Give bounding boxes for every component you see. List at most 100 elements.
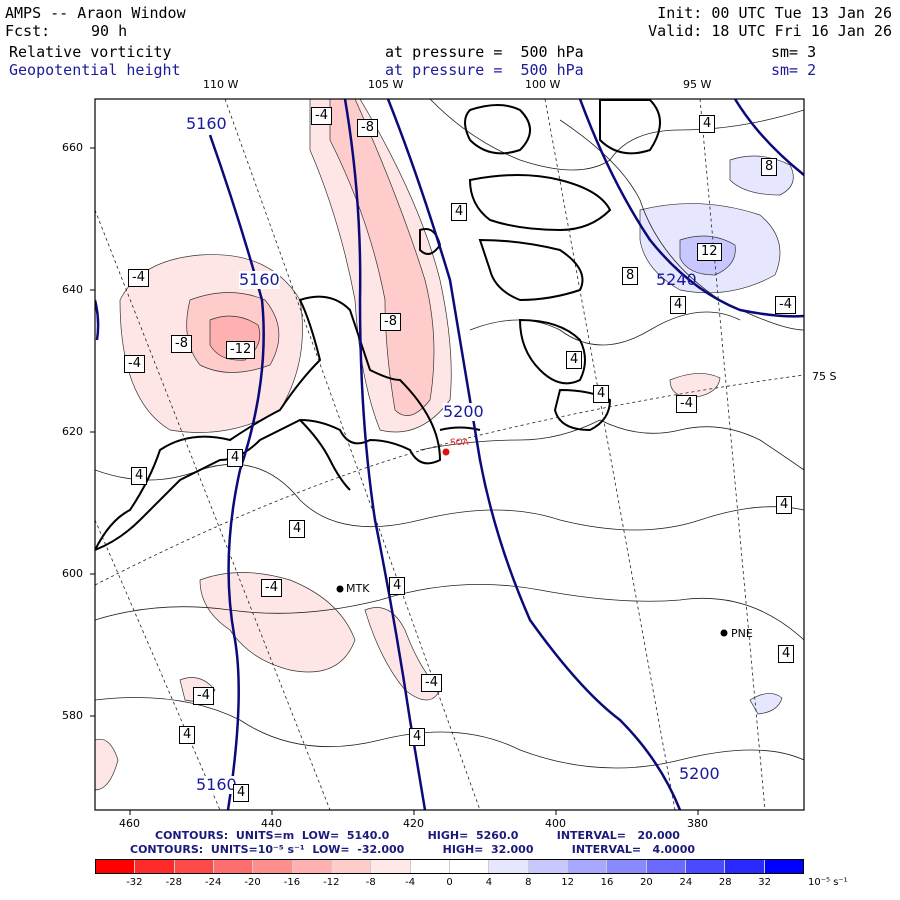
lat-label-75s: 75 S [812,370,837,383]
colorbar-swatch [567,860,608,873]
vort-label: 4 [389,577,406,595]
vort-label: 4 [233,784,250,802]
vort-label: -4 [128,269,149,287]
y-tick-580: 580 [62,709,83,722]
colorbar-tick-label: -4 [405,877,416,888]
colorbar [95,859,804,874]
height-label-5200-b: 5200 [679,764,720,783]
field2-pressure: at pressure = 500 hPa [385,61,584,79]
field2-smoothing: sm= 2 [771,61,817,79]
lon-label-105w: 105 W [368,78,404,91]
height-label-5160-a: 5160 [186,114,227,133]
colorbar-swatch [253,860,293,873]
colorbar-swatch [371,860,411,873]
colorbar-swatch [96,860,136,873]
vort-label: -8 [357,119,378,137]
colorbar-tick-label: -20 [244,877,261,888]
colorbar-tick-label: 16 [600,877,614,888]
colorbar-swatch [213,860,254,873]
vort-label: -12 [226,341,256,359]
station-soa-marker [442,448,450,456]
field2-name: Geopotential height [9,61,181,79]
x-tick-420: 420 [403,817,424,830]
vort-label: 4 [179,726,196,744]
vort-label: 4 [451,203,468,221]
vort-label: 4 [670,296,687,314]
height-label-5240: 5240 [656,270,697,289]
y-tick-660: 660 [62,141,83,154]
vort-label: 4 [227,449,244,467]
colorbar-tick-label: 24 [679,877,693,888]
vort-label: -4 [676,395,697,413]
vorticity-contours [95,99,804,769]
vort-label: -4 [261,579,282,597]
vort-label: 4 [776,496,793,514]
vort-label: -4 [193,687,214,705]
colorbar-swatch [174,860,214,873]
colorbar-swatch [725,860,765,873]
colorbar-swatch [489,860,529,873]
height-contours [95,99,804,810]
colorbar-tick-label: -8 [365,877,376,888]
valid-time: Valid: 18 UTC Fri 16 Jan 26 [648,22,892,40]
colorbar-tick-label: 0 [446,877,453,888]
vort-label: 4 [566,351,583,369]
colorbar-swatch [331,860,372,873]
colorbar-tick-label: -28 [165,877,182,888]
vort-label: 4 [778,645,795,663]
height-label-5160-c: 5160 [196,775,237,794]
colorbar-swatch [449,860,490,873]
vort-label: 12 [697,243,722,261]
colorbar-tick-label: -12 [323,877,340,888]
x-tick-380: 380 [687,817,708,830]
vort-label: 4 [593,385,610,403]
field1-name: Relative vorticity [9,43,172,61]
vort-label: 4 [131,467,148,485]
vort-label: -8 [380,313,401,331]
lat-lon-grid [95,99,804,810]
colorbar-tick-label: -32 [126,877,143,888]
colorbar-swatch [410,860,450,873]
vort-label: 4 [409,728,426,746]
station-pne-marker [720,629,728,637]
colorbar-swatch [135,860,175,873]
colorbar-tick-label: -24 [204,877,222,888]
colorbar-swatch [685,860,726,873]
vorticity-contour-info: CONTOURS: UNITS=10⁻⁵ s⁻¹ LOW= -32.000 HI… [130,843,696,856]
field1-pressure: at pressure = 500 hPa [385,43,584,61]
forecast-label: Fcst: [5,22,51,40]
colorbar-swatch [764,860,803,873]
y-tick-620: 620 [62,425,83,438]
window-title: AMPS -- Araon Window [5,4,186,22]
y-tick-640: 640 [62,283,83,296]
vort-label: -4 [311,107,332,125]
x-tick-440: 440 [261,817,282,830]
colorbar-swatch [528,860,568,873]
vort-label: 4 [289,520,306,538]
colorbar-tick-label: 4 [485,877,493,888]
height-label-5160-b: 5160 [239,270,280,289]
colorbar-swatch [607,860,647,873]
vort-label: 8 [761,158,778,176]
vort-label: 4 [699,115,716,133]
height-label-5200-a: 5200 [443,402,484,421]
x-tick-460: 460 [119,817,140,830]
colorbar-swatch [646,860,686,873]
plot-border [94,98,805,811]
station-pne-label: PNE [731,627,753,640]
lon-label-110w: 110 W [203,78,239,91]
init-time: Init: 00 UTC Tue 13 Jan 26 [657,4,892,22]
vort-label: 8 [622,267,639,285]
colorbar-unit: 10⁻⁵ s⁻¹ [808,877,848,888]
colorbar-tick-label: -16 [283,877,301,888]
colorbar-swatch [292,860,332,873]
station-mtk-marker [336,585,344,593]
field1-smoothing: sm= 3 [771,43,817,61]
station-mtk-label: MTK [346,582,370,595]
colorbar-tick-label: 20 [640,877,653,888]
vort-label: -8 [171,335,192,353]
vort-label: -4 [124,355,145,373]
colorbar-tick-label: 12 [561,877,575,888]
colorbar-tick-label: 28 [718,877,732,888]
